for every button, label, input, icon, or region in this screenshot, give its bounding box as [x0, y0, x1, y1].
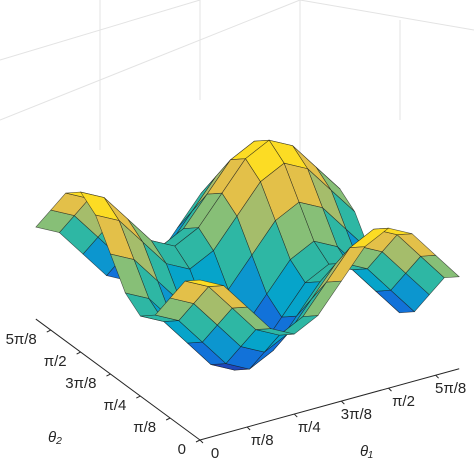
x-tick	[246, 426, 251, 431]
y-tick-label: π/4	[103, 397, 126, 414]
x-tick-label: π/8	[251, 432, 274, 449]
y-axis-line	[35, 318, 201, 441]
x-tick-label: π/2	[392, 393, 415, 410]
x-tick	[341, 400, 345, 405]
y-tick-label: 0	[178, 441, 186, 458]
y-tick	[106, 373, 111, 377]
y-tick-label: 5π/8	[6, 331, 37, 348]
x-tick-label: 3π/8	[341, 406, 372, 423]
x-tick-label: 0	[211, 445, 219, 462]
x-axis-label: θ₁	[360, 443, 373, 460]
x-tick	[388, 387, 392, 392]
y-tick	[136, 395, 141, 399]
x-tick-label: π/4	[298, 419, 321, 436]
x-tick	[199, 439, 204, 444]
y-tick-label: π/8	[133, 419, 156, 436]
y-tick	[165, 417, 171, 421]
y-tick	[195, 439, 201, 443]
y-tick	[76, 351, 81, 355]
wall-line	[0, 0, 301, 121]
y-tick	[46, 329, 51, 333]
y-tick-label: π/2	[44, 353, 67, 370]
wall-line	[299, 0, 474, 31]
surface-patch	[185, 279, 224, 287]
y-tick-label: 3π/8	[65, 375, 96, 392]
y-axis-label: θ₂	[48, 429, 62, 446]
x-tick-label: 5π/8	[435, 380, 466, 397]
x-axis-line	[199, 368, 460, 441]
box-walls	[0, 0, 474, 200]
x-tick	[435, 374, 439, 379]
x-tick	[293, 413, 298, 418]
